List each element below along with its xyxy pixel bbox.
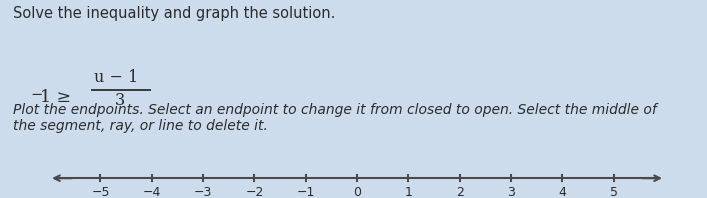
Text: 0: 0 (353, 186, 361, 198)
Text: 5: 5 (609, 186, 618, 198)
Text: −2: −2 (245, 186, 264, 198)
Text: 1: 1 (404, 186, 412, 198)
Text: Solve the inequality and graph the solution.: Solve the inequality and graph the solut… (13, 6, 335, 21)
Text: 3: 3 (115, 92, 124, 109)
Text: −4: −4 (143, 186, 161, 198)
Text: −1: −1 (296, 186, 315, 198)
Text: u − 1: u − 1 (94, 69, 138, 86)
Text: Plot the endpoints. Select an endpoint to change it from closed to open. Select : Plot the endpoints. Select an endpoint t… (13, 103, 657, 133)
Text: 3: 3 (507, 186, 515, 198)
Text: −: − (30, 88, 42, 102)
Text: −3: −3 (194, 186, 212, 198)
Text: 1 ≥: 1 ≥ (40, 89, 71, 106)
Text: −5: −5 (91, 186, 110, 198)
Text: 2: 2 (456, 186, 464, 198)
Text: 4: 4 (559, 186, 566, 198)
